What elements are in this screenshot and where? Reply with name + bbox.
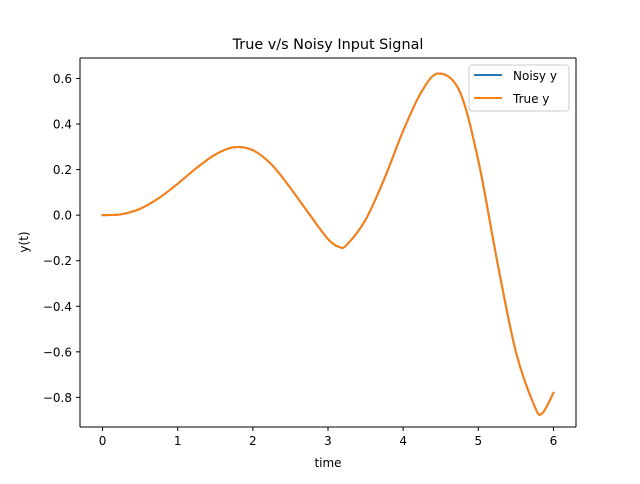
x-tick-label: 0 — [99, 434, 107, 448]
series-layer — [101, 72, 555, 416]
x-tick-label: 5 — [474, 434, 482, 448]
legend-label-true-y: True y — [512, 92, 549, 106]
y-tick-label: −0.8 — [43, 391, 72, 405]
y-axis-label: y(t) — [17, 231, 31, 252]
x-tick-label: 1 — [174, 434, 182, 448]
y-tick-label: −0.2 — [43, 254, 72, 268]
x-tick-label: 6 — [550, 434, 558, 448]
y-tick-label: 0.0 — [53, 209, 72, 223]
series-line-true-y — [101, 72, 555, 416]
x-axis-ticks: 0 1 2 3 4 5 6 — [99, 427, 558, 448]
legend-label-noisy-y: Noisy y — [513, 69, 557, 83]
x-tick-label: 2 — [249, 434, 257, 448]
y-axis-ticks: −0.8 −0.6 −0.4 −0.2 0.0 0.2 0.4 0.6 — [43, 72, 80, 405]
y-tick-label: 0.6 — [53, 72, 72, 86]
x-tick-label: 4 — [399, 434, 407, 448]
x-axis-label: time — [314, 456, 341, 470]
plot-area — [80, 58, 576, 427]
y-tick-label: 0.2 — [53, 163, 72, 177]
legend-box — [468, 64, 570, 112]
chart-title: True v/s Noisy Input Signal — [232, 37, 424, 53]
legend: Noisy y True y — [468, 64, 570, 112]
y-tick-label: 0.4 — [53, 118, 72, 132]
y-tick-label: −0.6 — [43, 345, 72, 359]
y-tick-label: −0.4 — [43, 300, 72, 314]
x-tick-label: 3 — [324, 434, 332, 448]
